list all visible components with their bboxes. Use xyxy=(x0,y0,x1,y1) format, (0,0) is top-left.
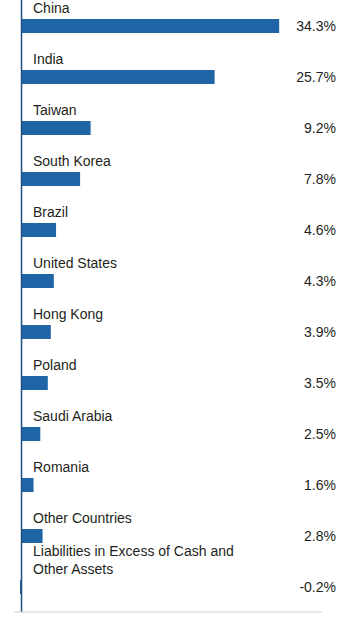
svg-text:Other Countries: Other Countries xyxy=(33,510,132,526)
svg-text:Hong Kong: Hong Kong xyxy=(33,306,103,322)
svg-text:4.6%: 4.6% xyxy=(304,222,336,238)
svg-text:Romania: Romania xyxy=(33,459,89,475)
svg-text:United States: United States xyxy=(33,255,117,271)
svg-text:1.6%: 1.6% xyxy=(304,477,336,493)
svg-text:2.8%: 2.8% xyxy=(304,528,336,544)
svg-text:3.5%: 3.5% xyxy=(304,375,336,391)
svg-text:Poland: Poland xyxy=(33,357,77,373)
svg-text:South Korea: South Korea xyxy=(33,153,111,169)
svg-text:-0.2%: -0.2% xyxy=(299,579,336,595)
svg-text:2.5%: 2.5% xyxy=(304,426,336,442)
svg-text:34.3%: 34.3% xyxy=(296,18,336,34)
svg-text:Taiwan: Taiwan xyxy=(33,102,77,118)
svg-text:9.2%: 9.2% xyxy=(304,120,336,136)
svg-text:Brazil: Brazil xyxy=(33,204,68,220)
svg-text:3.9%: 3.9% xyxy=(304,324,336,340)
svg-text:25.7%: 25.7% xyxy=(296,69,336,85)
svg-text:Liabilities in Excess of Cash: Liabilities in Excess of Cash andOther A… xyxy=(33,543,234,577)
svg-text:4.3%: 4.3% xyxy=(304,273,336,289)
svg-text:India: India xyxy=(33,51,64,67)
svg-text:7.8%: 7.8% xyxy=(304,171,336,187)
svg-text:China: China xyxy=(33,0,70,16)
svg-text:Saudi Arabia: Saudi Arabia xyxy=(33,408,113,424)
